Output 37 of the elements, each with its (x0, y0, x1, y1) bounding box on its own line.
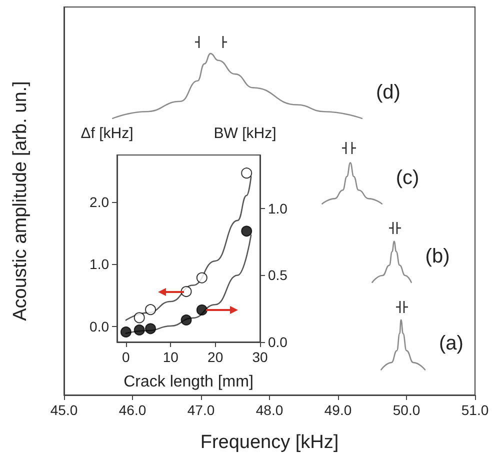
point (241, 226, 252, 237)
y2-tick-label: 0.5 (268, 267, 288, 284)
series-label: (d) (376, 81, 400, 104)
point (180, 286, 192, 298)
x-tick-label: 10 (162, 349, 179, 365)
y-axis-title: Δf [kHz] (80, 125, 134, 142)
x-tick-label: 49.0 (324, 402, 352, 418)
x-tick-label: 20 (208, 349, 224, 365)
y-axis-title: Acoustic amplitude [arb. un.] (10, 81, 31, 321)
x-axis-title: Crack length [mm] (124, 374, 254, 390)
x-tick-label: 30 (252, 349, 268, 365)
x-tick-label: 48.0 (256, 402, 284, 418)
series-label: (a) (438, 332, 464, 355)
point (134, 312, 145, 324)
y2-tick-label: 1.0 (268, 200, 288, 216)
y-tick-label: 2.0 (90, 194, 110, 210)
point (145, 304, 156, 316)
x-tick-label: 46.0 (118, 402, 146, 418)
y-tick-label: 0.0 (90, 318, 110, 334)
y2-tick-label: 0.0 (268, 334, 288, 350)
point (120, 326, 132, 338)
series-label: (b) (425, 245, 450, 268)
point (196, 272, 208, 284)
point (134, 324, 145, 336)
point (196, 304, 208, 316)
x-tick-label: 45.0 (50, 402, 78, 418)
point (241, 168, 252, 179)
x-tick-label: 47.0 (187, 402, 215, 418)
x-axis-title: Frequency [kHz] (200, 432, 339, 453)
point (145, 323, 156, 334)
x-tick-label: 51.0 (461, 402, 489, 418)
point (180, 314, 192, 326)
x-tick-label: 50.0 (392, 402, 420, 418)
y2-axis-title: BW [kHz] (214, 125, 276, 142)
series-label: (c) (396, 166, 420, 189)
x-tick-label: 0 (122, 349, 130, 365)
y-tick-label: 1.0 (90, 256, 110, 272)
